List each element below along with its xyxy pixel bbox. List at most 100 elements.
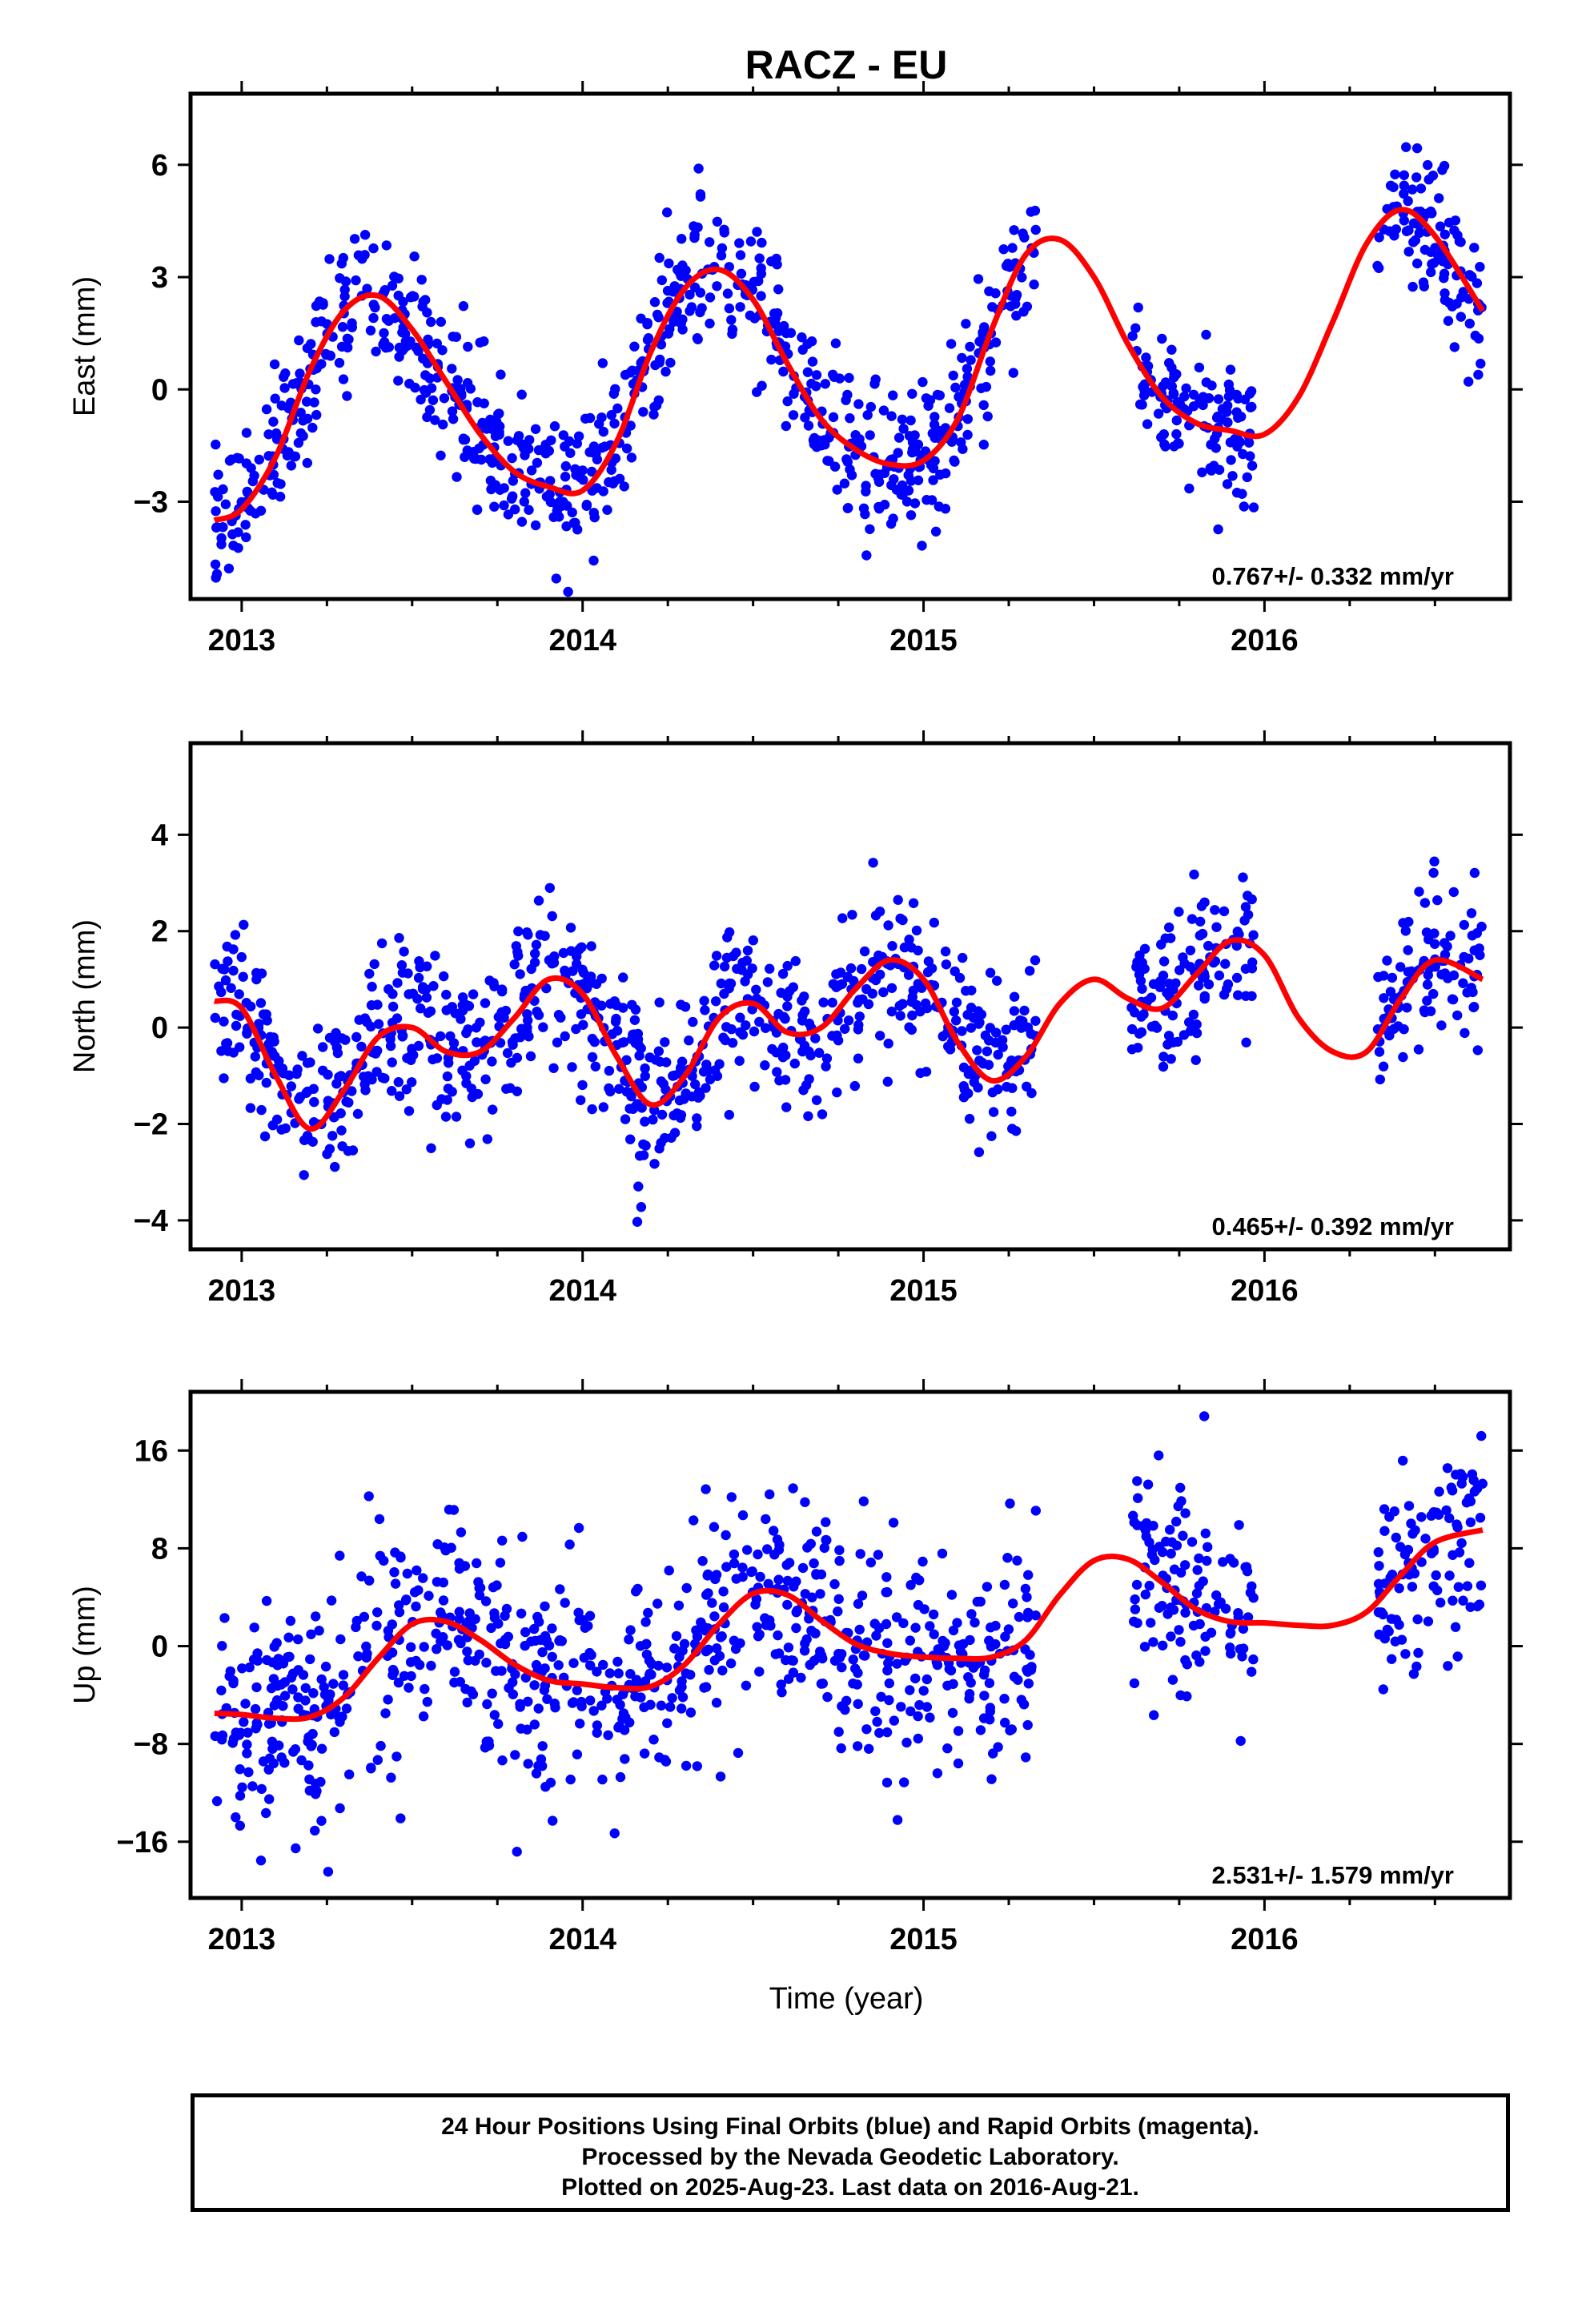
- east-point: [269, 359, 280, 370]
- up-point: [305, 1654, 315, 1665]
- east-point: [336, 341, 347, 352]
- east-point: [873, 476, 885, 487]
- north-point: [1136, 1027, 1147, 1038]
- east-point: [1153, 408, 1164, 419]
- north-point: [277, 1063, 288, 1074]
- north-point: [857, 994, 868, 1005]
- east-point: [1458, 287, 1469, 297]
- north-point: [1179, 959, 1190, 969]
- east-point: [295, 428, 306, 439]
- up-point: [243, 1727, 253, 1738]
- east-point: [990, 288, 1001, 299]
- north-point: [1379, 993, 1389, 1003]
- north-point: [309, 1096, 319, 1108]
- east-point: [1408, 237, 1419, 247]
- east-point: [642, 319, 652, 330]
- north-point: [496, 986, 508, 997]
- north-point: [394, 1091, 405, 1101]
- east-point: [788, 410, 799, 420]
- east-point: [389, 271, 400, 282]
- up-point: [553, 1660, 564, 1671]
- north-point: [712, 1071, 723, 1081]
- east-point: [966, 355, 976, 365]
- east-point: [662, 285, 673, 296]
- north-point: [648, 1114, 658, 1125]
- up-point: [338, 1670, 349, 1680]
- up-point: [335, 1803, 345, 1814]
- east-point: [1201, 377, 1212, 388]
- up-point: [1194, 1581, 1205, 1591]
- east-point: [930, 456, 940, 466]
- east-point: [650, 360, 661, 371]
- north-point: [586, 941, 596, 951]
- up-point: [1006, 1724, 1018, 1735]
- up-point: [677, 1676, 687, 1687]
- east-point: [941, 468, 951, 479]
- up-point: [228, 1675, 239, 1686]
- east-point: [213, 492, 223, 502]
- up-point: [449, 1677, 460, 1688]
- up-point: [671, 1630, 682, 1642]
- east-point: [233, 527, 243, 537]
- north-point: [1419, 1007, 1430, 1018]
- north-point: [797, 995, 807, 1006]
- north-point: [312, 1023, 323, 1034]
- up-point: [913, 1711, 923, 1722]
- east-point: [898, 424, 909, 434]
- up-point: [986, 1774, 997, 1784]
- east-point: [275, 492, 286, 502]
- up-point: [1225, 1554, 1235, 1564]
- up-point: [510, 1750, 520, 1760]
- north-point: [840, 1023, 850, 1035]
- up-point: [1403, 1545, 1414, 1555]
- east-point: [211, 506, 221, 517]
- east-point: [745, 310, 756, 321]
- up-point: [881, 1618, 892, 1630]
- up-point: [1191, 1588, 1203, 1598]
- up-point: [405, 1657, 416, 1667]
- up-point: [1226, 1648, 1236, 1659]
- up-y-axis-label: Up (mm): [68, 1586, 102, 1704]
- north-point: [692, 1121, 702, 1132]
- north-point: [457, 992, 468, 1003]
- north-point: [1191, 1019, 1202, 1030]
- up-point: [788, 1667, 799, 1678]
- north-point: [565, 923, 576, 933]
- up-point: [750, 1599, 761, 1610]
- east-point: [1452, 299, 1462, 309]
- east-point: [1029, 279, 1039, 290]
- up-point: [882, 1638, 893, 1648]
- east-point: [913, 475, 924, 485]
- north-point: [271, 1114, 283, 1125]
- up-point: [1413, 1647, 1423, 1659]
- east-point: [1449, 342, 1460, 352]
- north-point: [1191, 1027, 1203, 1039]
- up-point: [556, 1636, 567, 1647]
- up-point: [436, 1636, 446, 1647]
- up-point: [765, 1615, 775, 1626]
- east-point: [629, 341, 640, 352]
- up-point: [704, 1665, 714, 1675]
- east-point: [853, 399, 864, 409]
- east-point: [813, 435, 824, 445]
- north-point: [385, 1034, 396, 1044]
- north-point: [387, 1057, 397, 1068]
- north-point: [571, 1023, 581, 1035]
- caption-line-3: Plotted on 2025-Aug-23. Last data on 201…: [561, 2174, 1139, 2201]
- north-point: [1439, 938, 1450, 948]
- north-point: [618, 972, 628, 983]
- east-point: [934, 501, 945, 512]
- east-point: [861, 550, 872, 561]
- up-point: [1132, 1476, 1142, 1486]
- east-point: [318, 300, 328, 310]
- north-point: [630, 1004, 641, 1015]
- up-point: [1200, 1528, 1211, 1539]
- north-point: [1188, 1009, 1199, 1020]
- north-point: [1189, 869, 1199, 880]
- up-point: [872, 1716, 882, 1727]
- north-x-tick-label: 2013: [208, 1274, 276, 1308]
- up-point: [910, 1673, 921, 1684]
- east-point: [893, 432, 905, 443]
- east-point: [451, 332, 462, 342]
